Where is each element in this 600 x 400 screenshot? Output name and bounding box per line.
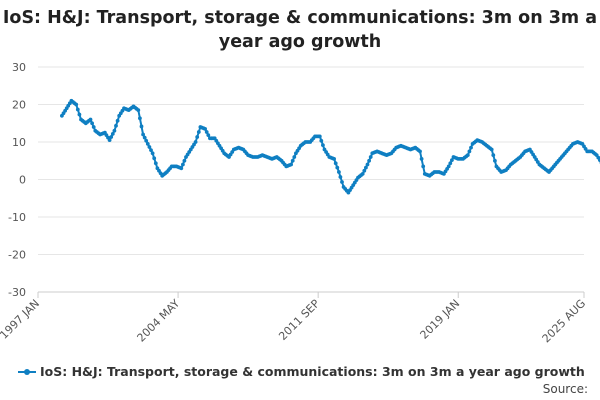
data-point-interp <box>152 156 157 161</box>
data-point-interp <box>182 158 187 163</box>
data-point-interp <box>149 148 153 153</box>
data-point-interp <box>362 168 367 173</box>
data-point[interactable] <box>88 117 93 122</box>
x-tick-label: 2011 SEP <box>276 297 322 343</box>
x-axis-ticks: 1997 JAN 2004 MAY 2011 SEP 2019 JAN 2025 AUG <box>0 292 588 345</box>
data-point[interactable] <box>465 153 470 158</box>
data-point[interactable] <box>150 151 155 156</box>
data-point-interp <box>110 132 115 136</box>
data-point[interactable] <box>107 138 112 143</box>
data-point[interactable] <box>289 162 293 167</box>
data-point[interactable] <box>141 132 146 137</box>
data-point-interp <box>340 180 344 184</box>
data-point[interactable] <box>418 149 422 154</box>
data-point-interp <box>364 165 368 170</box>
data-point-interp <box>421 164 426 169</box>
data-point-interp <box>367 158 371 163</box>
data-point-interp <box>144 138 149 143</box>
x-tick-label: 2025 AUG <box>540 297 589 346</box>
series-group <box>60 98 600 195</box>
y-tick-label: 20 <box>12 99 26 112</box>
data-point[interactable] <box>203 126 208 131</box>
data-point-interp <box>469 145 473 150</box>
data-point[interactable] <box>74 102 79 107</box>
data-point-interp <box>321 143 325 148</box>
data-point-interp <box>115 118 120 123</box>
data-point[interactable] <box>179 166 184 171</box>
data-point[interactable] <box>365 162 370 167</box>
data-point-interp <box>493 158 497 163</box>
data-point[interactable] <box>360 172 365 176</box>
x-tick-label: 1997 JAN <box>0 297 42 342</box>
y-tick-label: -10 <box>8 211 26 224</box>
data-point-interp <box>139 124 144 129</box>
data-point[interactable] <box>145 142 150 146</box>
data-point-interp <box>419 157 424 161</box>
source-label: Source: <box>542 382 588 396</box>
data-point-interp <box>448 161 453 166</box>
y-tick-label: -30 <box>8 286 26 299</box>
data-point-interp <box>90 121 94 126</box>
data-point-interp <box>181 162 185 167</box>
data-point-interp <box>204 130 209 134</box>
data-point-interp <box>467 149 472 154</box>
data-point-interp <box>195 135 200 139</box>
data-point[interactable] <box>317 134 322 139</box>
gridlines <box>38 66 584 293</box>
data-point-interp <box>491 153 496 158</box>
data-point[interactable] <box>193 140 198 144</box>
legend[interactable]: IoS: H&J: Transport, storage & communica… <box>18 364 585 379</box>
x-tick-label: 2019 JAN <box>418 297 463 342</box>
data-point-interp <box>292 155 297 159</box>
data-point-interp <box>77 112 82 117</box>
chart-title: IoS: H&J: Transport, storage & communica… <box>2 8 598 52</box>
legend-label: IoS: H&J: Transport, storage & communica… <box>40 364 585 379</box>
y-tick-label: -20 <box>8 249 26 262</box>
data-point-interp <box>319 138 324 143</box>
data-point-interp <box>206 133 211 138</box>
series-line <box>60 99 600 194</box>
data-point[interactable] <box>112 128 117 133</box>
data-point-interp <box>450 158 454 163</box>
data-point-interp <box>333 161 338 166</box>
data-point-interp <box>138 116 142 121</box>
data-point[interactable] <box>332 157 336 161</box>
data-point-interp <box>338 175 343 179</box>
data-point-interp <box>335 165 340 170</box>
data-point-interp <box>142 135 147 140</box>
data-point-interp <box>147 145 152 149</box>
data-point-interp <box>114 123 118 128</box>
y-tick-label: 10 <box>12 136 26 149</box>
data-point[interactable] <box>136 108 141 112</box>
data-point[interactable] <box>446 164 451 169</box>
data-point-interp <box>368 155 373 159</box>
legend-swatch <box>18 366 36 378</box>
data-point-interp <box>196 130 201 134</box>
data-point-interp <box>109 135 114 139</box>
data-point[interactable] <box>489 147 494 152</box>
data-point-interp <box>153 161 158 166</box>
data-point[interactable] <box>337 170 341 174</box>
data-point-interp <box>75 107 80 112</box>
data-point-interp <box>91 125 96 129</box>
y-tick-label: 0 <box>19 174 26 187</box>
y-tick-label: 30 <box>12 61 26 74</box>
data-point-interp <box>290 158 295 163</box>
x-tick-label: 2004 MAY <box>135 297 183 345</box>
y-axis-ticks: 30 20 10 0 -10 -20 -30 <box>8 61 26 299</box>
